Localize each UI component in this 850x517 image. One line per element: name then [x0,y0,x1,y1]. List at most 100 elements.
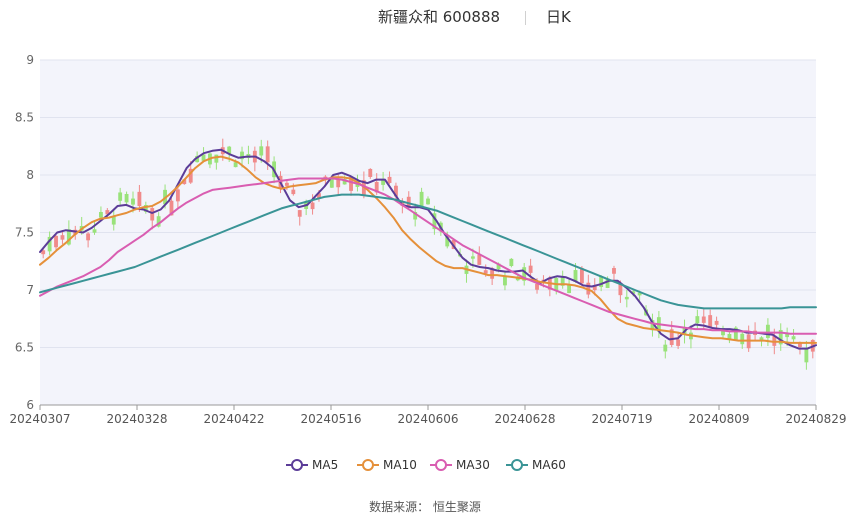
candle-body [708,315,713,327]
chart-title: 新疆众和 600888 [378,8,501,26]
candle-body [490,268,495,279]
candle-body [695,316,700,324]
candle-body [612,268,616,274]
candle-body [137,191,142,207]
x-tick-label: 20240628 [494,412,555,426]
candle-body [669,329,674,345]
x-tick-label: 20240606 [397,412,458,426]
candle-body [66,229,71,245]
legend-item-ma10[interactable]: MA10 [357,458,417,472]
candle-body [586,282,591,295]
candle-body [624,296,629,300]
candle-body [791,336,796,340]
candle-body [387,176,392,183]
candle-body [522,267,527,281]
candle-body [336,178,341,188]
candle-body [265,146,270,163]
candle-body [105,210,110,215]
candle-body [631,291,636,294]
candle-body [772,335,777,346]
x-tick-label: 20240829 [785,412,846,426]
ma-line-ma10 [39,155,817,344]
x-tick-label: 20240809 [688,412,749,426]
candle-body [150,208,155,221]
legend-ma10-icon [357,459,379,471]
y-tick-label: 7 [26,283,34,297]
chart-legend: MA5 MA10 MA30 MA60 [0,458,850,478]
candle-body [259,146,264,156]
candle-body [413,211,418,220]
legend-ma5-icon [286,459,308,471]
candle-body [573,270,578,283]
candle-body [496,263,501,270]
candle-body [86,233,91,241]
legend-item-ma60[interactable]: MA60 [506,458,566,472]
candle-body [785,333,790,338]
candle-body [599,276,604,288]
legend-item-ma5[interactable]: MA5 [286,458,338,472]
candle-body [605,278,610,289]
ma-line-ma30 [39,177,817,335]
candle-body [175,189,180,202]
candle-body [406,196,411,207]
candle-body [329,178,334,188]
candle-body [503,276,507,286]
candle-body [240,151,244,160]
candle-body [143,204,148,212]
candle-body [445,236,450,247]
ma-line-ma5 [39,148,817,350]
candle-body [592,285,597,291]
candle-body [374,181,379,193]
candle-body [650,320,655,331]
candle-body [394,185,398,197]
candle-body [156,216,161,227]
kline-chart: 6 6.5 7 7.5 8 8.5 9 20240307 20240328 20240422 202… [9,53,846,426]
candle-body [317,193,321,198]
title-divider [525,11,526,25]
candle-body [92,229,97,233]
ma-line-ma60 [39,193,817,310]
candle-body [381,180,386,185]
candle-body [291,189,296,195]
candle-body [99,211,103,218]
candle-body [740,333,745,345]
candle-body [54,235,58,248]
x-tick-label: 20240516 [300,412,361,426]
candle-body [233,162,238,168]
candle-body [118,192,123,201]
candle-body [778,329,783,345]
candle-body [349,176,353,191]
candle-body [284,182,289,186]
candle-body [41,250,46,255]
candle-body [432,213,437,230]
candle-body [124,194,129,203]
candle-body [701,316,706,323]
chart-header: 新疆众和 600888 日K [0,6,850,28]
candle-body [733,327,738,340]
x-tick-label: 20240307 [9,412,70,426]
candle-body [798,343,802,348]
candle-body [663,344,668,352]
candle-body [765,324,770,338]
candle-body [310,202,315,210]
candle-body [535,283,539,290]
candle-body [727,333,732,339]
x-tick-label: 20240422 [203,412,264,426]
legend-label-ma5: MA5 [312,458,339,472]
candle-body [560,277,565,286]
candle-body [342,179,347,185]
legend-label-ma10: MA10 [383,458,417,472]
candle-body [47,236,52,252]
data-source: 数据来源： 恒生聚源 [369,500,481,514]
candle-body [169,200,174,216]
candle-body [528,265,533,273]
candle-body [477,254,482,265]
y-tick-label: 9 [26,53,34,67]
legend-item-ma30[interactable]: MA30 [430,458,490,472]
candle-body [60,235,65,240]
candle-body [483,270,488,274]
legend-ma30-icon [430,459,452,471]
x-tick-label: 20240328 [106,412,167,426]
candle-body [721,327,725,336]
x-tick-label: 20240719 [591,412,652,426]
